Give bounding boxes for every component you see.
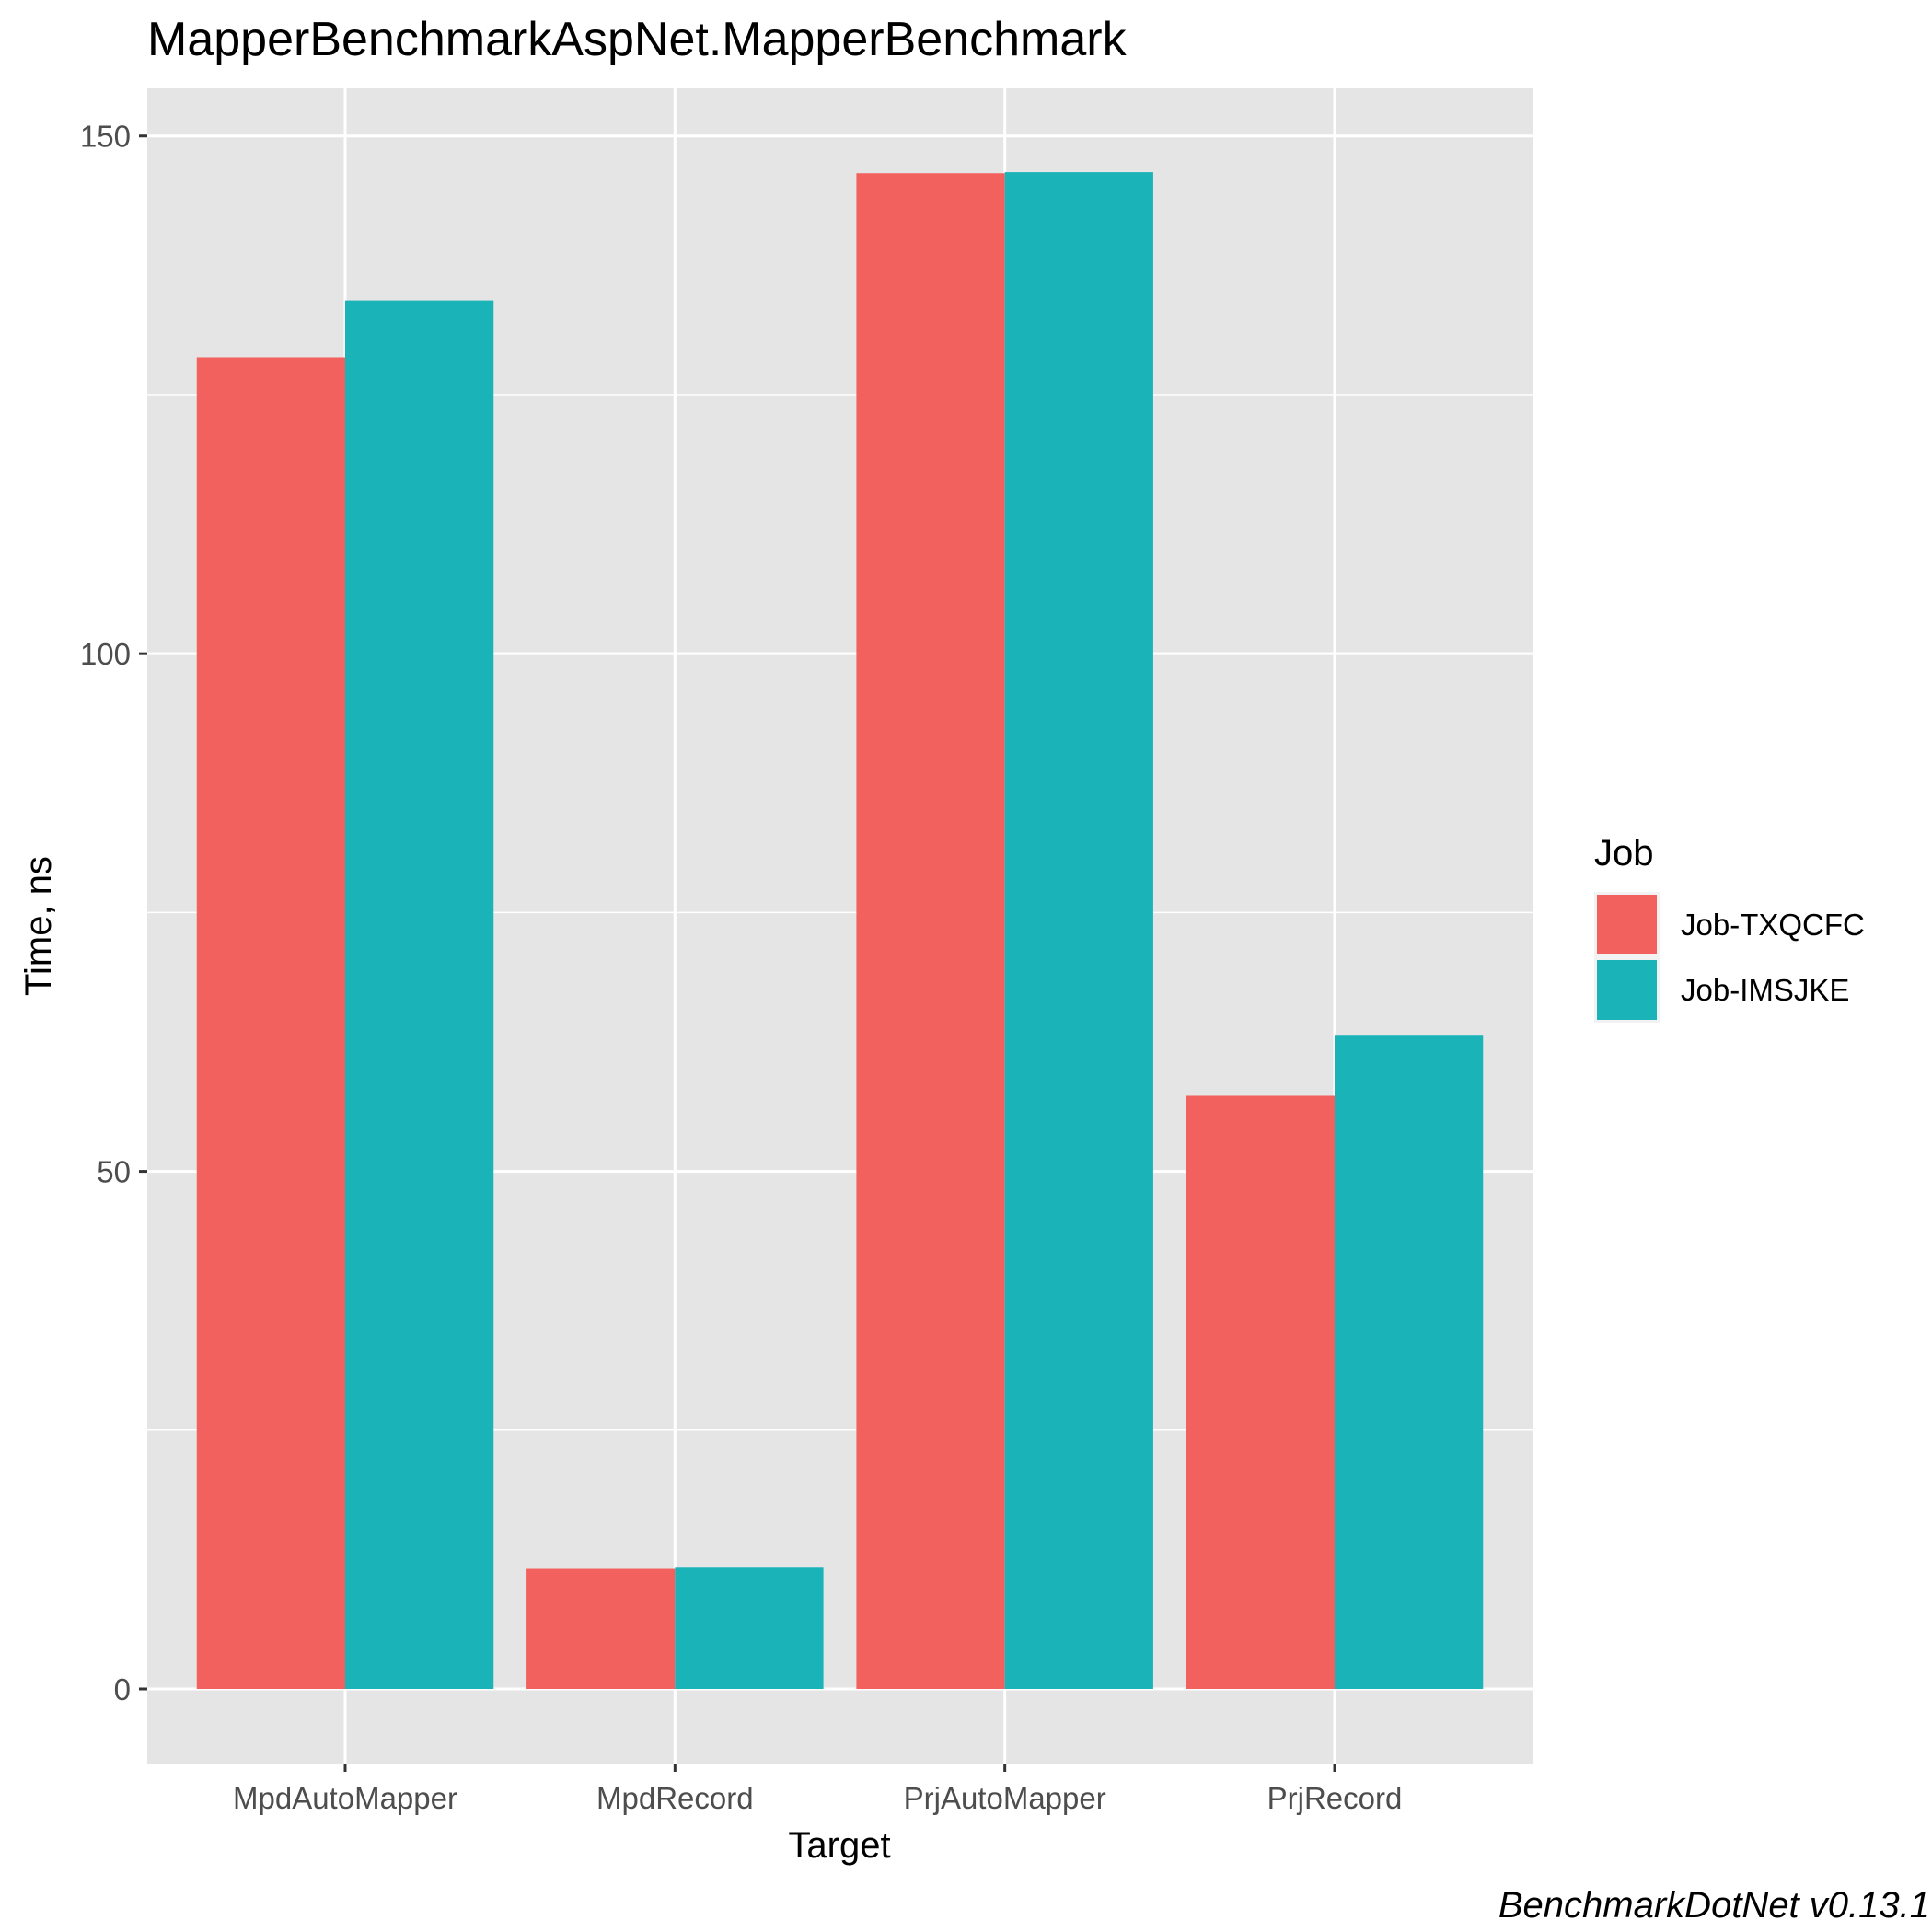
y-axis-title: Time, ns: [18, 856, 59, 996]
bar: [526, 1568, 676, 1690]
bar: [1335, 1035, 1484, 1690]
chart-title: MapperBenchmarkAspNet.MapperBenchmark: [147, 13, 1128, 66]
x-axis-ticks: MpdAutoMapper MpdRecord PrjAutoMapper PrjRe…: [233, 1764, 1402, 1815]
bars: [196, 172, 1484, 1690]
y-tick-label: 0: [114, 1672, 131, 1706]
bar: [345, 300, 494, 1690]
bar: [1186, 1095, 1335, 1690]
y-tick-label: 50: [97, 1155, 131, 1189]
x-tick-label: MpdRecord: [596, 1781, 754, 1815]
legend-swatch: [1597, 960, 1657, 1020]
bar: [856, 173, 1005, 1690]
legend-title: Job: [1594, 833, 1654, 873]
legend-swatch: [1597, 895, 1657, 954]
caption: BenchmarkDotNet v0.13.1: [1498, 1885, 1930, 1926]
legend-label: Job-TXQCFC: [1681, 908, 1865, 942]
x-axis-title: Target: [788, 1825, 890, 1866]
y-tick-label: 100: [80, 637, 131, 671]
bar: [196, 357, 345, 1690]
legend-label: Job-IMSJKE: [1681, 973, 1849, 1007]
y-axis-ticks: 0 50 100 150: [80, 120, 147, 1706]
bar: [1004, 172, 1153, 1690]
x-tick-label: PrjAutoMapper: [904, 1781, 1106, 1815]
bar: [675, 1567, 824, 1690]
x-tick-label: MpdAutoMapper: [233, 1781, 457, 1815]
y-tick-label: 150: [80, 120, 131, 154]
legend: Job Job-TXQCFC Job-IMSJKE: [1594, 833, 1865, 1023]
x-tick-label: PrjRecord: [1267, 1781, 1403, 1815]
